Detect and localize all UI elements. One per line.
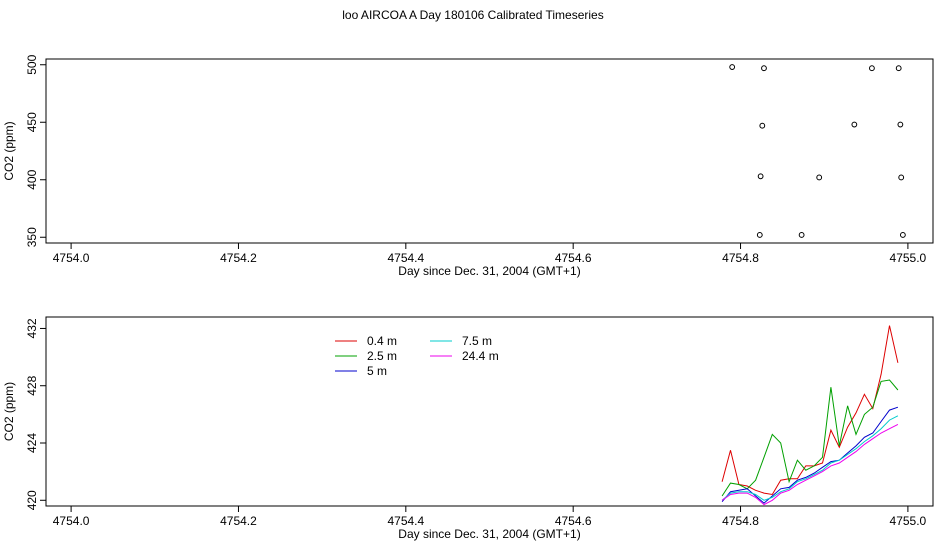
scatter-point — [869, 65, 875, 72]
x-tick-label: 4754.0 — [53, 514, 90, 528]
scatter-point — [897, 121, 904, 128]
x-tick-label: 4754.4 — [387, 514, 424, 528]
legend: 0.4 m2.5 m5 m 7.5 m24.4 m — [335, 334, 499, 378]
scatter-point — [757, 173, 764, 180]
top-plot-frame — [45, 58, 934, 244]
bottom-plot-frame — [45, 316, 934, 507]
series-line — [721, 406, 899, 504]
bottom-panel: 4754.0 4754.2 4754.4 4754.6 4754.8 4755.0 420… — [2, 316, 934, 541]
x-tick-label: 4754.2 — [220, 251, 257, 265]
bottom-x-axis: 4754.0 4754.2 4754.4 4754.6 4754.8 4755.0 — [53, 506, 927, 528]
x-tick-label: 4754.2 — [220, 514, 257, 528]
scatter-point — [729, 64, 736, 70]
top-y-axis-label: CO2 (ppm) — [2, 121, 16, 180]
x-tick-label: 4755.0 — [890, 514, 927, 528]
scatter-point — [899, 232, 906, 238]
bottom-y-axis: 420 424 428 432 — [25, 318, 46, 510]
scatter-point — [756, 232, 763, 238]
scatter-point — [816, 174, 823, 181]
legend-label: 5 m — [367, 364, 387, 378]
bottom-series-lines — [721, 325, 899, 506]
x-tick-label: 4754.8 — [722, 514, 759, 528]
y-tick-label: 432 — [25, 318, 39, 338]
bottom-y-axis-label: CO2 (ppm) — [2, 382, 16, 441]
y-tick-label: 420 — [25, 490, 39, 510]
top-scatter-points — [729, 64, 906, 238]
y-tick-label: 350 — [25, 227, 39, 247]
x-tick-label: 4755.0 — [890, 251, 927, 265]
x-tick-label: 4754.8 — [722, 251, 759, 265]
scatter-point — [851, 121, 858, 128]
legend-label: 0.4 m — [367, 334, 397, 348]
scatter-point — [898, 174, 905, 181]
legend-label: 24.4 m — [462, 349, 499, 363]
y-tick-label: 450 — [25, 112, 39, 132]
scatter-point — [895, 65, 902, 72]
figure-title: loo AIRCOA A Day 180106 Calibrated Times… — [342, 8, 603, 22]
top-x-axis-label: Day since Dec. 31, 2004 (GMT+1) — [398, 264, 580, 278]
top-y-axis: 350 400 450 500 — [25, 54, 46, 247]
scatter-point — [761, 65, 767, 72]
x-tick-label: 4754.4 — [387, 251, 424, 265]
x-tick-label: 4754.0 — [53, 251, 90, 265]
x-tick-label: 4754.6 — [555, 251, 592, 265]
scatter-point — [798, 232, 805, 238]
series-line — [721, 423, 899, 506]
legend-label: 2.5 m — [367, 349, 397, 363]
bottom-x-axis-label: Day since Dec. 31, 2004 (GMT+1) — [398, 527, 580, 541]
y-tick-label: 500 — [25, 54, 39, 74]
series-line — [721, 379, 899, 497]
series-line — [721, 415, 899, 501]
legend-label: 7.5 m — [462, 334, 492, 348]
series-line — [721, 325, 899, 496]
y-tick-label: 400 — [25, 169, 39, 189]
top-panel: 4754.0 4754.2 4754.4 4754.6 4754.8 4755.0 350… — [2, 54, 934, 278]
scatter-point — [759, 122, 766, 129]
x-tick-label: 4754.6 — [555, 514, 592, 528]
y-tick-label: 428 — [25, 375, 39, 395]
top-x-axis: 4754.0 4754.2 4754.4 4754.6 4754.8 4755.0 — [53, 243, 927, 265]
y-tick-label: 424 — [25, 433, 39, 453]
